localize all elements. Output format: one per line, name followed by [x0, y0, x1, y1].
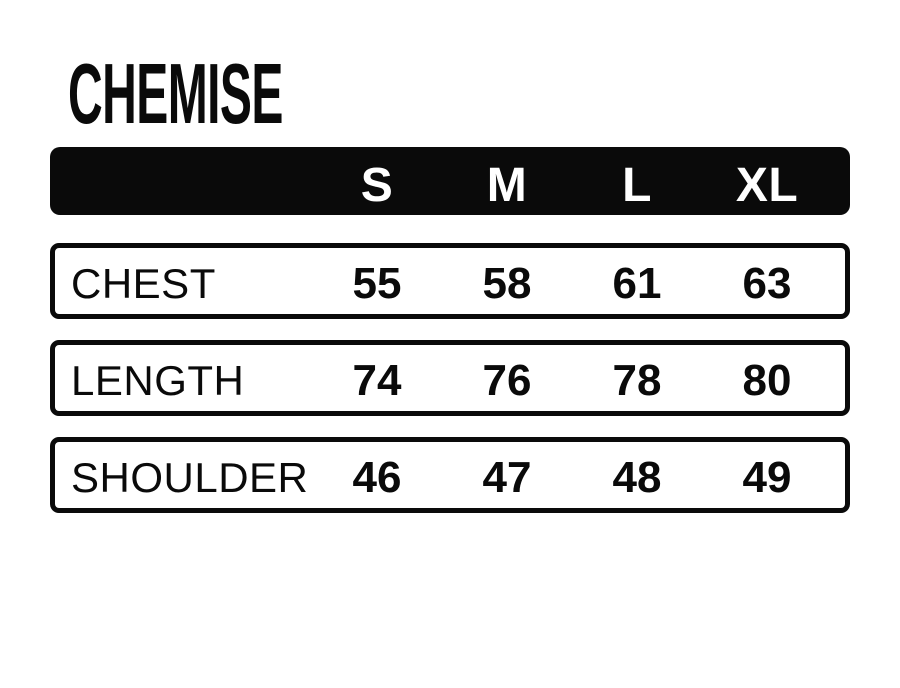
cell-chest-l: 61	[612, 258, 662, 308]
cell-chest-xl: 63	[742, 258, 792, 308]
cell-length-s: 74	[352, 355, 402, 405]
row-label-length: LENGTH	[71, 356, 245, 404]
size-header-row: S M L XL	[50, 147, 850, 215]
row-cells: CHEST 55 58 61 63	[55, 248, 845, 314]
table-row-chest: CHEST 55 58 61 63	[50, 243, 850, 319]
cell-length-m: 76	[482, 355, 532, 405]
row-cells: LENGTH 74 76 78 80	[55, 345, 845, 411]
cell-shoulder-l: 48	[612, 452, 662, 502]
cell-shoulder-xl: 49	[742, 452, 792, 502]
cell-length-xl: 80	[742, 355, 792, 405]
cell-shoulder-m: 47	[482, 452, 532, 502]
row-label-chest: CHEST	[71, 259, 216, 307]
cell-chest-m: 58	[482, 258, 532, 308]
column-header-s: S	[360, 158, 394, 212]
column-header-xl: XL	[735, 158, 799, 212]
table-row-shoulder: SHOULDER 46 47 48 49	[50, 437, 850, 513]
header-cells: S M L XL	[50, 147, 850, 215]
column-header-l: L	[622, 158, 652, 212]
cell-chest-s: 55	[352, 258, 402, 308]
table-row-length: LENGTH 74 76 78 80	[50, 340, 850, 416]
cell-length-l: 78	[612, 355, 662, 405]
row-cells: SHOULDER 46 47 48 49	[55, 442, 845, 508]
column-header-m: M	[486, 158, 528, 212]
page-title: CHEMISE	[68, 47, 283, 142]
row-label-shoulder: SHOULDER	[71, 453, 309, 501]
cell-shoulder-s: 46	[352, 452, 402, 502]
